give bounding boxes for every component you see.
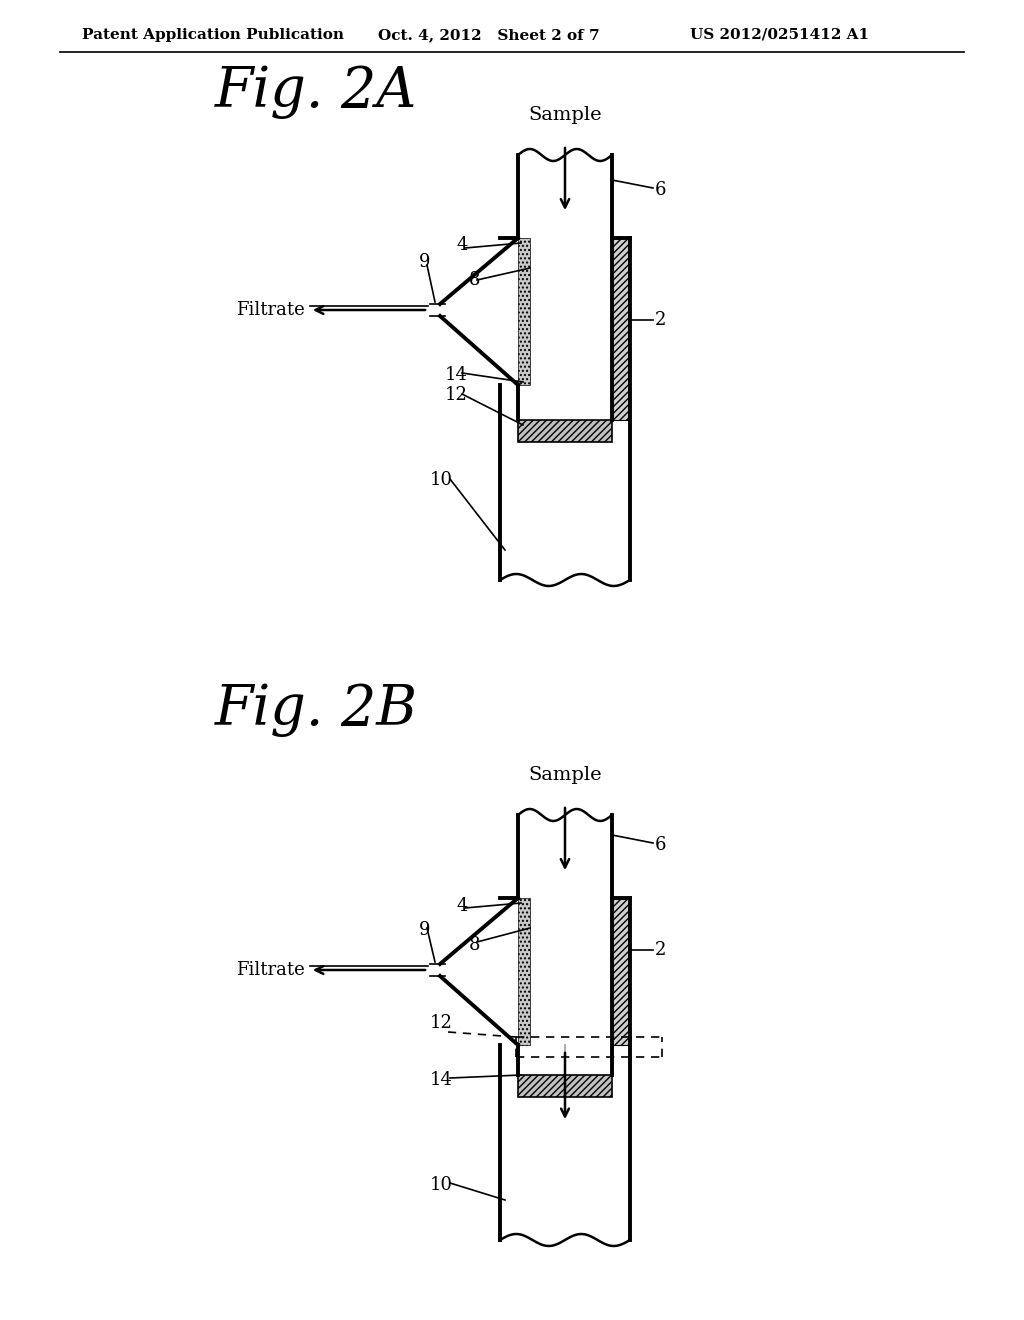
Text: 8: 8 — [469, 271, 480, 289]
Text: Sample: Sample — [528, 766, 602, 784]
Text: 10: 10 — [430, 471, 453, 488]
Text: 4: 4 — [457, 898, 468, 915]
Text: 6: 6 — [655, 836, 667, 854]
Text: 4: 4 — [457, 236, 468, 253]
Text: 2: 2 — [655, 941, 667, 960]
Bar — [518, 420, 612, 442]
Bar — [518, 1074, 612, 1097]
Text: 14: 14 — [445, 366, 468, 384]
Text: 9: 9 — [419, 253, 430, 271]
Bar — [518, 238, 530, 385]
Text: 12: 12 — [430, 1014, 453, 1032]
Text: Fig. 2A: Fig. 2A — [215, 65, 418, 119]
Text: Patent Application Publication: Patent Application Publication — [82, 28, 344, 42]
Text: 10: 10 — [430, 1176, 453, 1195]
Text: US 2012/0251412 A1: US 2012/0251412 A1 — [690, 28, 869, 42]
Text: 14: 14 — [430, 1071, 453, 1089]
Text: Filtrate: Filtrate — [237, 961, 305, 979]
Text: 8: 8 — [469, 936, 480, 954]
Text: 6: 6 — [655, 181, 667, 199]
Text: Oct. 4, 2012   Sheet 2 of 7: Oct. 4, 2012 Sheet 2 of 7 — [378, 28, 600, 42]
Text: Sample: Sample — [528, 106, 602, 124]
Text: 2: 2 — [655, 312, 667, 329]
Bar — [518, 898, 530, 1045]
Bar — [612, 898, 630, 1045]
Text: Fig. 2B: Fig. 2B — [215, 682, 418, 738]
Text: 9: 9 — [419, 921, 430, 939]
Bar — [612, 238, 630, 420]
Text: Filtrate: Filtrate — [237, 301, 305, 319]
Text: 12: 12 — [445, 385, 468, 404]
